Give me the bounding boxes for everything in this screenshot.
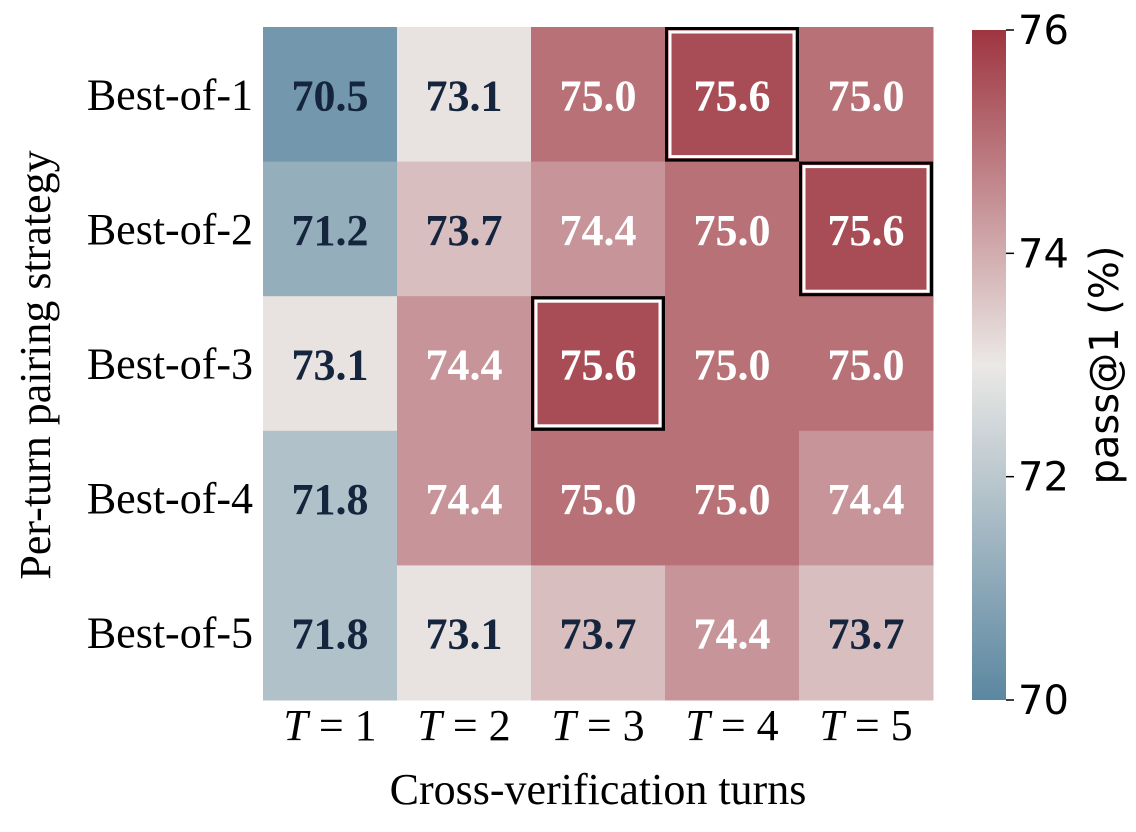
cell-value-label: 73.7 (560, 610, 637, 659)
cell-value-label: 75.0 (694, 475, 771, 524)
heatmap-cell (397, 27, 532, 163)
heatmap-cell (397, 430, 532, 566)
x-axis-label: Cross-verification turns (390, 765, 807, 814)
x-tick-label: T = 3 (551, 701, 644, 750)
highlight-boxes (531, 27, 933, 431)
y-tick-label: Best-of-1 (87, 70, 253, 119)
cell-value-label: 74.4 (426, 475, 503, 524)
heatmap-cell (799, 430, 934, 566)
heatmap-cell (531, 430, 666, 566)
cell-value-label: 73.7 (426, 206, 503, 255)
cell-value-label: 75.0 (828, 341, 905, 390)
heatmap-cell (531, 27, 666, 163)
heatmap-cell (531, 161, 666, 297)
heatmap-cell (665, 27, 800, 163)
y-tick-label: Best-of-5 (87, 609, 253, 658)
highlight-box-outer (799, 161, 933, 297)
heatmap-cell (263, 565, 398, 701)
cell-value-label: 75.6 (560, 341, 637, 390)
heatmap-cell (799, 565, 934, 701)
cell-value-label: 75.0 (828, 71, 905, 120)
cell-value-label: 75.0 (560, 71, 637, 120)
highlight-box-inner (802, 165, 930, 293)
heatmap-cell (799, 27, 934, 163)
colorbar-tick-label: 70 (1018, 678, 1069, 724)
heatmap-cell (799, 296, 934, 432)
highlight-box-inner (534, 299, 662, 428)
cell-value-label: 75.6 (694, 71, 771, 120)
x-tick-label: T = 5 (819, 701, 912, 750)
cell-value-label: 75.6 (828, 206, 905, 255)
heatmap-cells (263, 27, 934, 701)
colorbar-tick-label: 72 (1018, 455, 1069, 501)
heatmap-cell (397, 296, 532, 432)
x-tick-labels: T = 1 T = 2 T = 3 T = 4 T = 5 (283, 701, 912, 750)
heatmap-cell (665, 161, 800, 297)
colorbar-tick-label: 74 (1018, 231, 1069, 277)
heatmap-cell (263, 27, 398, 163)
cell-value-label: 75.0 (694, 341, 771, 390)
heatmap-cell (397, 565, 532, 701)
heatmap-cell (799, 161, 934, 297)
cell-value-label: 73.7 (828, 610, 905, 659)
cell-value-label: 74.4 (426, 341, 503, 390)
y-tick-labels: Best-of-1 Best-of-2 Best-of-3 Best-of-4 Best… (87, 70, 253, 657)
cell-value-label: 74.4 (560, 206, 637, 255)
cell-value-label: 71.8 (292, 475, 369, 524)
cell-value-label: 73.1 (292, 341, 369, 390)
x-tick-label: T = 1 (283, 701, 376, 750)
y-tick-label: Best-of-3 (87, 340, 253, 389)
heatmap-cell (665, 565, 800, 701)
cell-value-label: 71.2 (292, 206, 369, 255)
cell-value-label: 73.1 (426, 610, 503, 659)
highlight-box-outer (531, 296, 665, 431)
colorbar (972, 30, 1006, 700)
cell-value-label: 75.0 (694, 206, 771, 255)
heatmap-cell (665, 296, 800, 432)
y-axis-label: Per-turn pairing strategy (11, 150, 60, 579)
cell-value-label: 73.1 (426, 71, 503, 120)
y-tick-label: Best-of-2 (87, 205, 253, 254)
y-tick-label: Best-of-4 (87, 474, 253, 523)
cell-value-label: 74.4 (694, 610, 771, 659)
x-tick-label: T = 2 (417, 701, 510, 750)
heatmap-cell (531, 296, 666, 432)
cell-value-label: 74.4 (828, 475, 905, 524)
cell-value-label: 75.0 (560, 475, 637, 524)
highlight-box-outer (665, 27, 799, 162)
heatmap-cell (263, 161, 398, 297)
highlight-box-inner (668, 30, 796, 159)
x-tick-label: T = 4 (685, 701, 778, 750)
colorbar-label: pass@1 (%) (1082, 246, 1128, 485)
heatmap-cell (665, 430, 800, 566)
heatmap-cell (263, 296, 398, 432)
heatmap-cell (531, 565, 666, 701)
colorbar-ticks: 70 72 74 76 (1006, 8, 1069, 724)
colorbar-tick-label: 76 (1018, 8, 1069, 54)
heatmap-cell (397, 161, 532, 297)
cell-value-labels: 70.5 73.1 75.0 75.6 75.0 71.2 73.7 74.4 75.0 75.6… (292, 71, 905, 658)
cell-value-label: 70.5 (292, 71, 369, 120)
heatmap-cell (263, 430, 398, 566)
cell-value-label: 71.8 (292, 610, 369, 659)
